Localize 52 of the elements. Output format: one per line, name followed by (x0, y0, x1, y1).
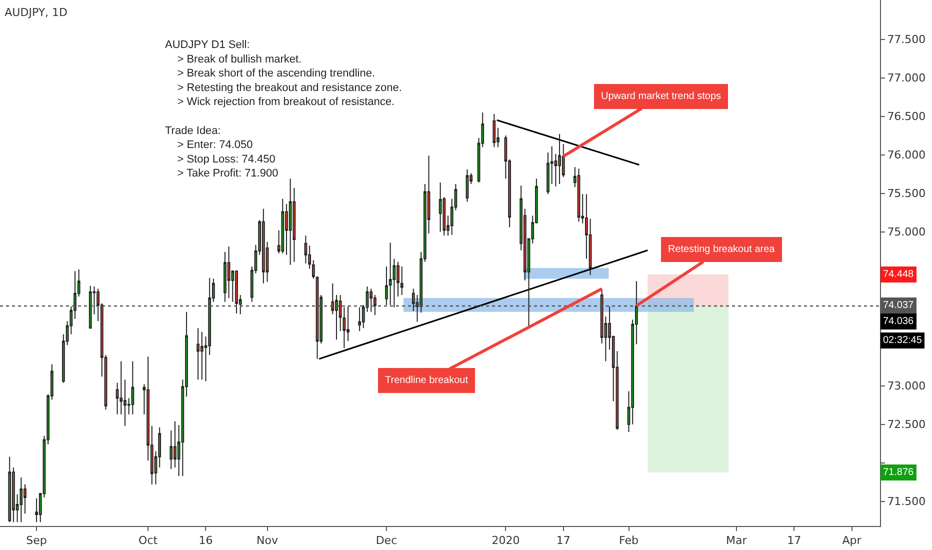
candlestick (200, 331, 204, 380)
candlestick (196, 328, 200, 380)
candlestick (312, 260, 315, 280)
candlestick (88, 285, 92, 329)
annotation: Trendline breakout (385, 375, 468, 386)
candlestick (288, 178, 292, 266)
text: AUDJPY, 1D (4, 6, 68, 19)
candlestick (370, 288, 373, 312)
candlestick (558, 134, 561, 185)
candlestick (235, 270, 238, 314)
y-tick-label: 72.500 (887, 418, 926, 432)
x-tick-label: 2020 (492, 534, 520, 548)
candlestick (281, 198, 284, 254)
candlestick (577, 168, 580, 222)
y-tick-label: 77.500 (887, 33, 926, 46)
candlestick (227, 246, 230, 299)
x-tick-label: Oct (138, 534, 158, 548)
candlestick (466, 168, 469, 202)
candlestick (316, 276, 319, 360)
ref-line-label: 74.037 (883, 300, 914, 311)
x-tick-label: Feb (619, 534, 638, 548)
y-tick-label: 71.500 (887, 495, 926, 508)
candlestick (8, 456, 12, 523)
candlestick (262, 208, 265, 284)
candlestick (20, 476, 23, 523)
y-tick-label: 76.500 (887, 110, 926, 124)
candlestick (438, 182, 442, 232)
y-tick-label: 75.000 (887, 226, 926, 239)
x-tick-label: Nov (256, 534, 278, 548)
candlestick (388, 242, 392, 306)
y-tick-label: 76.000 (887, 148, 926, 162)
annotation: Upward market trend stops (601, 91, 722, 102)
x-tick-label: Dec (376, 534, 398, 548)
x-tick-label: Sep (26, 534, 47, 548)
text: AUDJPY D1 Sell: > Break of bullish market. > Break short of the ascending trendline. > Retesting the breakout and resistance zone. > Wick rejection from breakout of resistance. Trade Idea: > Enter: 74.050 > Stop Loss: 74.450 > Take Profit: 71.900 (165, 39, 402, 180)
annotation: Retesting breakout area (668, 244, 776, 255)
text: 02:32:45 (883, 335, 922, 346)
text: 71.876 (883, 467, 914, 478)
x-tick-label: 17 (787, 534, 802, 548)
y-tick-label: 73.000 (887, 380, 926, 393)
text: 74.448 (883, 269, 914, 280)
candlestick (400, 266, 404, 296)
candlestick (131, 360, 134, 415)
x-tick-label: Mar (726, 534, 748, 548)
x-tick-label: Apr (842, 534, 862, 548)
x-tick-label: 16 (198, 534, 213, 548)
text: 74.036 (883, 316, 914, 327)
y-tick-label: 77.000 (887, 72, 926, 85)
x-tick-label: 17 (556, 534, 570, 548)
candlestick (358, 306, 362, 332)
y-tick-label: 75.500 (887, 187, 926, 200)
candlestick (492, 113, 496, 148)
